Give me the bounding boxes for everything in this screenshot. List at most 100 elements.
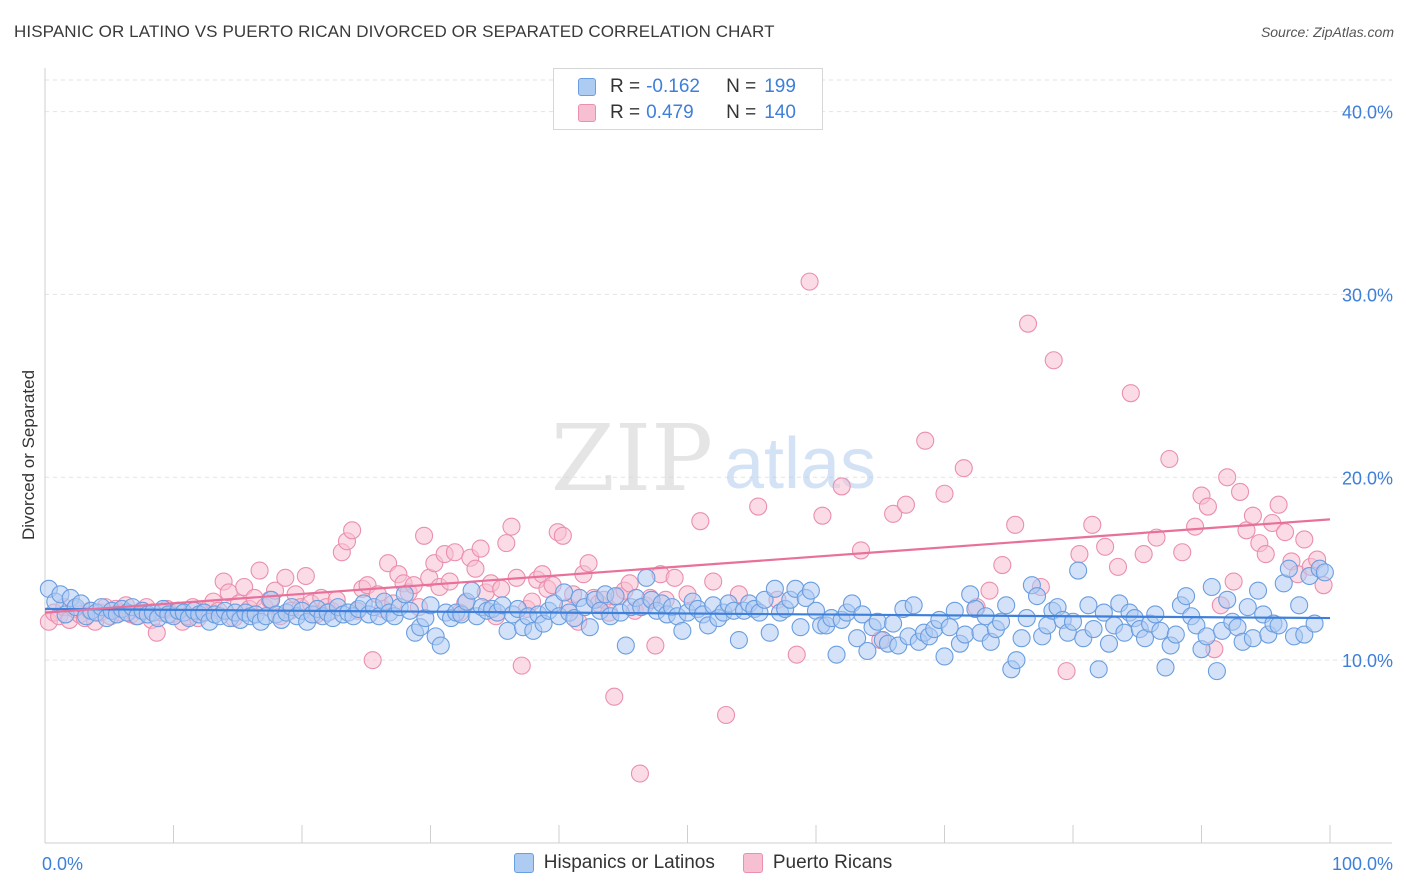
puerto-rican-point: [1256, 545, 1275, 564]
legend-label-hispanics: Hispanics or Latinos: [543, 852, 715, 873]
y-tick-label: 10.0%: [1342, 651, 1393, 671]
hispanic-point: [1012, 629, 1031, 648]
puerto-rican-point: [415, 526, 434, 545]
tick-labels: 10.0% 20.0% 30.0% 40.0% 0.0% 100.0%: [42, 103, 1393, 874]
hispanic-point: [1063, 612, 1083, 631]
hispanic-point: [1084, 620, 1103, 639]
hispanic-point: [462, 581, 481, 600]
hispanic-point: [673, 621, 692, 640]
puerto-rican-point: [1186, 517, 1205, 536]
hispanic-point: [729, 630, 748, 650]
legend-swatch-blue: [513, 853, 534, 873]
hispanic-point: [1279, 559, 1298, 578]
hispanic-point: [1177, 587, 1196, 606]
chart-title: HISPANIC OR LATINO VS PUERTO RICAN DIVOR…: [14, 22, 775, 41]
puerto-rican-point: [1096, 537, 1115, 556]
legend-n-value: 140: [764, 102, 796, 123]
y-tick-label: 30.0%: [1342, 285, 1393, 305]
puerto-rican-point: [1295, 530, 1314, 549]
legend-row-hispanics: R = -0.162 N = 199: [578, 75, 796, 99]
hispanic-point: [1248, 581, 1268, 600]
puerto-rican-point: [1243, 506, 1262, 525]
puerto-rican-point: [1018, 314, 1038, 333]
puerto-rican-point: [1134, 545, 1153, 564]
legend-r-label: R =: [610, 76, 641, 97]
hispanic-point: [945, 601, 964, 620]
puerto-rican-point: [646, 636, 665, 655]
puerto-rican-point: [935, 484, 954, 503]
legend-n-value: 199: [764, 76, 796, 97]
watermark: ZIP atlas: [551, 405, 876, 512]
legend-row-puerto-ricans: R = 0.479 N = 140: [578, 101, 796, 125]
hispanic-point: [1218, 590, 1237, 609]
puerto-rican-point: [1173, 543, 1192, 562]
stats-legend: R = -0.162 N = 199 R = 0.479 N = 140: [553, 68, 823, 130]
puerto-rican-point: [363, 651, 382, 670]
hispanic-point: [1146, 605, 1165, 624]
hispanic-point: [991, 612, 1011, 631]
legend-item-puerto-ricans[interactable]: Puerto Ricans: [742, 852, 892, 874]
hispanic-point: [956, 625, 975, 644]
puerto-rican-point: [1121, 384, 1140, 403]
puerto-rican-point: [716, 705, 736, 725]
puerto-rican-point: [1044, 351, 1063, 370]
hispanic-point: [801, 581, 820, 600]
puerto-rican-point: [502, 517, 521, 536]
puerto-rican-point: [445, 543, 464, 562]
puerto-rican-point: [813, 506, 832, 525]
puerto-rican-point: [704, 572, 723, 591]
hispanic-point: [431, 636, 450, 655]
hispanic-point: [637, 568, 656, 587]
hispanic-point: [1166, 625, 1185, 644]
legend-r-value: 0.479: [646, 102, 694, 123]
puerto-rican-point: [553, 526, 572, 545]
puerto-rican-point: [466, 559, 485, 578]
puerto-rican-point: [492, 579, 511, 598]
puerto-rican-point: [896, 495, 916, 514]
axes: [44, 68, 1392, 844]
puerto-rican-point: [993, 556, 1012, 575]
hispanic-point: [498, 621, 517, 640]
puerto-rican-point: [800, 272, 819, 291]
hispanic-point: [1315, 563, 1334, 582]
puerto-rican-point: [440, 572, 459, 591]
legend-item-hispanics[interactable]: Hispanics or Latinos: [513, 852, 715, 874]
hispanic-point: [395, 585, 414, 604]
hispanic-point: [555, 583, 574, 602]
puerto-rican-point: [884, 504, 903, 523]
hispanic-point: [760, 623, 779, 642]
trend-line-hispanics: [44, 607, 1331, 620]
puerto-rican-point: [980, 581, 999, 600]
hispanic-point: [827, 645, 846, 664]
puerto-rican-point: [343, 521, 362, 540]
hispanic-point: [791, 618, 810, 637]
puerto-rican-point: [1147, 528, 1166, 547]
puerto-rican-point: [1275, 523, 1295, 542]
puerto-rican-point: [296, 566, 315, 586]
puerto-rican-point: [1108, 557, 1128, 576]
hispanic-point: [940, 618, 959, 637]
puerto-rican-point: [832, 477, 851, 496]
puerto-rican-point: [512, 656, 531, 675]
legend-swatch-pink: [742, 853, 763, 873]
puerto-rican-point: [630, 764, 650, 783]
y-axis-label: Divorced or Separated: [19, 370, 38, 540]
y-tick-label: 20.0%: [1342, 468, 1393, 488]
hispanic-point: [858, 641, 877, 661]
hispanic-point: [935, 647, 954, 666]
hispanic-point: [580, 618, 599, 637]
hispanic-point: [1069, 561, 1088, 580]
series-legend: Hispanics or Latinos Puerto Ricans: [0, 852, 1406, 874]
legend-swatch-blue: [578, 78, 596, 96]
legend-swatch-pink: [578, 104, 596, 122]
hispanic-point: [1017, 609, 1036, 628]
hispanic-point: [1305, 614, 1324, 633]
hispanic-point: [1115, 623, 1134, 642]
puerto-rican-point: [1070, 545, 1089, 564]
puerto-rican-point: [787, 645, 806, 664]
trend-lines: [44, 518, 1331, 620]
hispanic-point: [1151, 621, 1170, 640]
series-puerto-ricans: [39, 272, 1333, 783]
hispanic-point: [848, 629, 867, 648]
